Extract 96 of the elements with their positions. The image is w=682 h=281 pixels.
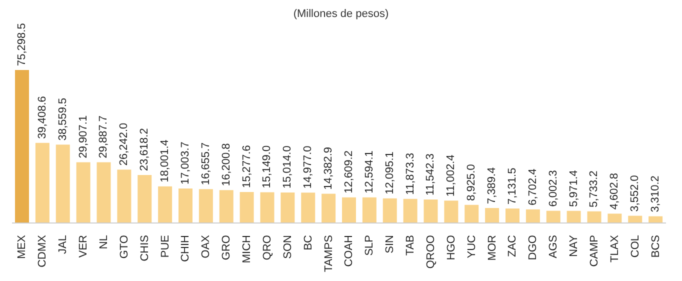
- data-label: 8,925.0: [466, 164, 478, 201]
- bar: [56, 144, 70, 223]
- data-label: 29,887.7: [98, 115, 110, 158]
- bar: [506, 208, 520, 223]
- bar: [15, 70, 29, 223]
- bar: [628, 216, 642, 223]
- data-label: 75,298.5: [16, 23, 28, 66]
- x-tick-label: JAL: [57, 235, 70, 254]
- x-tick-label: COL: [629, 235, 642, 258]
- x-tick-label: MOR: [486, 234, 498, 261]
- bar: [138, 175, 152, 223]
- bar: [280, 192, 295, 223]
- data-label: 12,594.1: [363, 150, 376, 194]
- data-label: 39,408.6: [36, 96, 48, 139]
- bar: [76, 162, 90, 223]
- bar: [198, 189, 213, 223]
- x-tick-label: SON: [282, 234, 294, 259]
- bar: [342, 197, 356, 223]
- data-label: 6,002.3: [547, 170, 560, 207]
- x-tick-label: OAX: [200, 234, 212, 258]
- x-tick-label: BCS: [650, 235, 662, 258]
- data-label: 23,618.2: [138, 128, 151, 172]
- bar: [608, 214, 622, 223]
- x-tick-label: COAH: [343, 234, 356, 267]
- data-label: 15,014.0: [282, 146, 294, 188]
- bar: [587, 211, 602, 223]
- data-label: 15,277.6: [240, 145, 253, 188]
- x-tick-label: GRO: [220, 234, 233, 260]
- x-tick-label: QRO: [261, 234, 274, 260]
- data-label: 7,131.5: [506, 168, 518, 205]
- bar: [382, 198, 397, 223]
- x-tick-label: BC: [302, 234, 314, 250]
- bar: [526, 209, 540, 223]
- data-label: 11,002.4: [445, 154, 458, 197]
- bar: [444, 200, 458, 223]
- data-label: 12,609.2: [343, 150, 355, 194]
- x-tick-label: DGO: [527, 234, 540, 260]
- bar: [322, 194, 336, 223]
- data-label: 26,242.0: [118, 122, 130, 166]
- data-label: 3,310.2: [650, 176, 662, 212]
- bar: [403, 198, 418, 223]
- x-tick-label: NAY: [568, 234, 580, 257]
- data-label: 4,602.8: [608, 172, 621, 210]
- chart-subtitle: (Millones de pesos): [292, 8, 390, 20]
- data-label: 38,559.5: [56, 98, 69, 141]
- x-tick-label: CHIH: [180, 234, 192, 262]
- x-tick-label: QROO: [424, 234, 437, 269]
- x-tick-label: CDMX: [36, 234, 49, 268]
- x-tick-label: AGS: [548, 235, 560, 258]
- x-tick-label: HGO: [445, 234, 458, 260]
- x-tick-label: CAMP: [588, 235, 600, 267]
- data-label: 5,971.4: [568, 170, 580, 207]
- x-tick-label: MICH: [241, 234, 254, 264]
- data-label: 17,003.7: [180, 142, 192, 184]
- bar: [546, 210, 560, 223]
- data-label: 16,655.7: [200, 142, 212, 186]
- x-tick-label: MEX: [16, 234, 28, 259]
- x-tick-label: TLAX: [608, 234, 621, 263]
- bar: [96, 162, 111, 223]
- data-label: 5,733.2: [588, 170, 600, 208]
- bar: [178, 188, 192, 223]
- data-label: 15,149.0: [261, 145, 274, 188]
- x-tick-label: PUE: [159, 235, 172, 258]
- bar: [464, 204, 479, 223]
- data-label: 11,873.3: [404, 152, 416, 195]
- data-label: 6,702.4: [526, 168, 539, 206]
- bar: [566, 210, 581, 223]
- data-label: 14,382.9: [322, 146, 335, 190]
- x-tick-label: VER: [78, 234, 90, 258]
- data-label: 7,389.4: [486, 167, 498, 204]
- bar: [219, 190, 234, 223]
- data-label: 12,095.1: [384, 152, 396, 194]
- x-tick-label: SIN: [384, 234, 396, 254]
- x-tick-label: TAMPS: [322, 235, 335, 272]
- bar: [240, 192, 254, 223]
- bar: [158, 186, 172, 223]
- x-tick-label: SLP: [364, 235, 376, 256]
- x-tick-label: CHIS: [138, 235, 151, 262]
- bar: [424, 200, 438, 223]
- data-label: 11,542.3: [424, 154, 437, 196]
- x-tick-label: TAB: [404, 235, 417, 256]
- data-label: 29,907.1: [77, 115, 90, 158]
- data-label: 18,001.4: [159, 140, 172, 182]
- data-label: 16,200.8: [220, 143, 232, 186]
- x-tick-label: YUC: [466, 234, 478, 258]
- x-tick-label: NL: [98, 235, 110, 250]
- bar: [117, 170, 132, 223]
- bar: [362, 197, 376, 223]
- data-label: 14,977.0: [302, 146, 314, 189]
- bar: [260, 192, 274, 223]
- bar: [35, 142, 50, 223]
- bar: [485, 208, 500, 223]
- data-label: 3,552.0: [629, 175, 642, 212]
- x-tick-label: ZAC: [506, 234, 519, 257]
- bar: [301, 192, 316, 223]
- x-tick-label: GTO: [118, 234, 130, 259]
